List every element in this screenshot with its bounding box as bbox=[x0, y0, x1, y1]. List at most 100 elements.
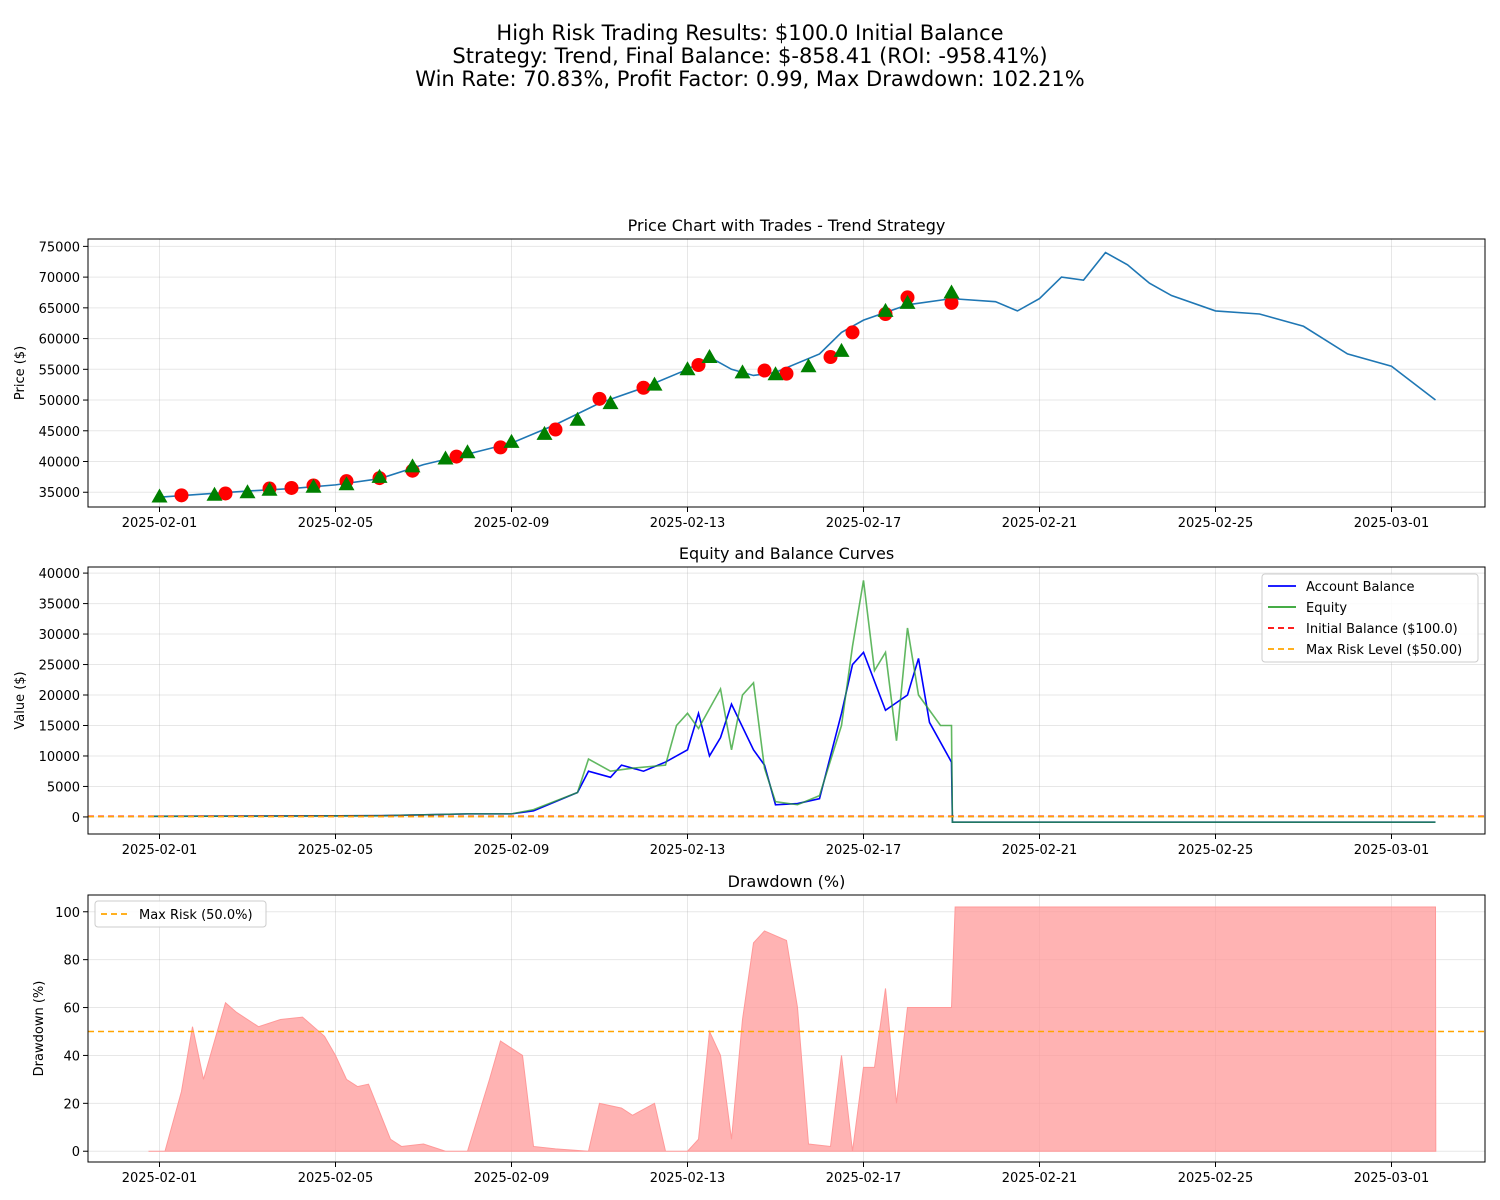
equity-axes-frame bbox=[87, 566, 1486, 835]
legend-entry: Initial Balance ($100.0) bbox=[1306, 622, 1458, 637]
x-tick-label: 2025-02-21 bbox=[1002, 516, 1078, 531]
y-tick-label: 35000 bbox=[39, 598, 80, 613]
balance-line bbox=[148, 650, 1436, 823]
equity-plot-area bbox=[88, 580, 1485, 823]
y-tick-label: 10000 bbox=[39, 750, 80, 765]
drawdown-chart: 2025-02-01 2025-02-05 2025-02-09 2025-02-13… bbox=[32, 872, 1486, 1186]
buy-marker bbox=[151, 488, 168, 503]
y-tick-label: 80 bbox=[63, 954, 80, 969]
x-tick-label: 2025-02-09 bbox=[474, 843, 550, 858]
price-ylabel: Price ($) bbox=[13, 346, 28, 400]
x-tick-label: 2025-02-13 bbox=[650, 843, 726, 858]
x-tick-label: 2025-02-01 bbox=[122, 1171, 198, 1186]
drawdown-axes-frame bbox=[87, 894, 1486, 1163]
y-tick-label: 60 bbox=[63, 1002, 80, 1017]
y-tick-label: 75000 bbox=[39, 240, 80, 255]
y-tick-label: 30000 bbox=[39, 628, 80, 643]
x-tick-label: 2025-03-01 bbox=[1354, 1171, 1430, 1186]
buy-marker bbox=[701, 349, 718, 364]
legend-entry: Equity bbox=[1306, 601, 1347, 616]
y-tick-label: 0 bbox=[72, 811, 80, 826]
legend-entry: Account Balance bbox=[1306, 580, 1414, 595]
x-tick-label: 2025-02-05 bbox=[298, 843, 374, 858]
x-tick-label: 2025-02-25 bbox=[1178, 516, 1254, 531]
drawdown-title: Drawdown (%) bbox=[728, 872, 846, 891]
buy-marker bbox=[569, 411, 586, 426]
sell-marker bbox=[493, 440, 508, 455]
sell-marker bbox=[823, 350, 838, 365]
x-tick-label: 2025-02-21 bbox=[1002, 843, 1078, 858]
buy-marker bbox=[459, 444, 476, 459]
price-plot-area bbox=[151, 251, 1436, 503]
buy-marker bbox=[679, 361, 696, 376]
sell-marker bbox=[845, 325, 860, 340]
y-tick-label: 35000 bbox=[39, 486, 80, 501]
y-tick-label: 70000 bbox=[39, 271, 80, 286]
buy-marker bbox=[206, 486, 223, 501]
legend-entry: Max Risk Level ($50.00) bbox=[1306, 643, 1462, 658]
drawdown-plot-area bbox=[88, 906, 1485, 1152]
equity-ylabel: Value ($) bbox=[13, 671, 28, 729]
x-tick-label: 2025-02-01 bbox=[122, 843, 198, 858]
price-axes-frame bbox=[87, 238, 1486, 508]
sell-marker bbox=[174, 488, 189, 503]
buy-marker bbox=[239, 484, 256, 499]
buy-marker bbox=[261, 481, 278, 496]
sell-marker bbox=[636, 380, 651, 395]
y-tick-label: 40 bbox=[63, 1049, 80, 1064]
x-tick-label: 2025-02-17 bbox=[826, 843, 902, 858]
buy-marker bbox=[943, 284, 960, 299]
buy-marker bbox=[437, 450, 454, 465]
buy-marker bbox=[646, 376, 663, 391]
equity-title: Equity and Balance Curves bbox=[679, 544, 894, 563]
y-tick-label: 65000 bbox=[39, 302, 80, 317]
buy-marker bbox=[338, 476, 355, 491]
buy-marker bbox=[404, 458, 421, 473]
x-tick-label: 2025-02-21 bbox=[1002, 1171, 1078, 1186]
buy-marker bbox=[503, 433, 520, 448]
x-tick-label: 2025-03-01 bbox=[1354, 843, 1430, 858]
x-tick-label: 2025-02-25 bbox=[1178, 1171, 1254, 1186]
x-tick-label: 2025-03-01 bbox=[1354, 516, 1430, 531]
y-tick-label: 40000 bbox=[39, 567, 80, 582]
x-tick-label: 2025-02-05 bbox=[298, 516, 374, 531]
equity-chart: 2025-02-01 2025-02-05 2025-02-09 2025-02-13… bbox=[13, 544, 1486, 858]
x-tick-label: 2025-02-05 bbox=[298, 1171, 374, 1186]
buy-marker bbox=[877, 302, 894, 317]
x-tick-label: 2025-02-13 bbox=[650, 516, 726, 531]
buy-marker bbox=[371, 468, 388, 483]
sell-marker bbox=[944, 295, 959, 310]
buy-marker bbox=[800, 358, 817, 373]
buy-marker bbox=[305, 478, 322, 493]
suptitle-line-1: High Risk Trading Results: $100.0 Initia… bbox=[496, 21, 1003, 45]
buy-marker bbox=[833, 342, 850, 357]
y-tick-label: 45000 bbox=[39, 425, 80, 440]
sell-marker bbox=[592, 391, 607, 406]
price-title: Price Chart with Trades - Trend Strategy bbox=[628, 216, 946, 235]
x-tick-label: 2025-02-17 bbox=[826, 1171, 902, 1186]
y-tick-label: 20 bbox=[63, 1097, 80, 1112]
y-tick-label: 40000 bbox=[39, 456, 80, 471]
x-tick-label: 2025-02-01 bbox=[122, 516, 198, 531]
x-tick-label: 2025-02-25 bbox=[1178, 843, 1254, 858]
drawdown-ylabel: Drawdown (%) bbox=[32, 981, 47, 1077]
drawdown-area bbox=[148, 906, 1437, 1152]
x-tick-label: 2025-02-17 bbox=[826, 516, 902, 531]
legend-entry: Max Risk (50.0%) bbox=[139, 908, 253, 923]
x-tick-label: 2025-02-09 bbox=[474, 516, 550, 531]
sell-marker bbox=[218, 486, 233, 501]
equity-legend: Account Balance Equity Initial Balance ($1… bbox=[1261, 573, 1479, 663]
price-chart: 2025-02-01 2025-02-05 2025-02-09 2025-02-13… bbox=[13, 216, 1486, 531]
price-line bbox=[159, 251, 1436, 498]
buy-marker bbox=[767, 366, 784, 381]
y-tick-label: 25000 bbox=[39, 659, 80, 674]
y-tick-label: 15000 bbox=[39, 719, 80, 734]
y-tick-label: 100 bbox=[55, 906, 80, 921]
legend-box bbox=[1261, 573, 1479, 663]
y-tick-label: 0 bbox=[72, 1145, 80, 1160]
suptitle-line-3: Win Rate: 70.83%, Profit Factor: 0.99, M… bbox=[415, 67, 1084, 91]
x-tick-label: 2025-02-13 bbox=[650, 1171, 726, 1186]
y-tick-label: 20000 bbox=[39, 689, 80, 704]
sell-marker bbox=[757, 363, 772, 378]
